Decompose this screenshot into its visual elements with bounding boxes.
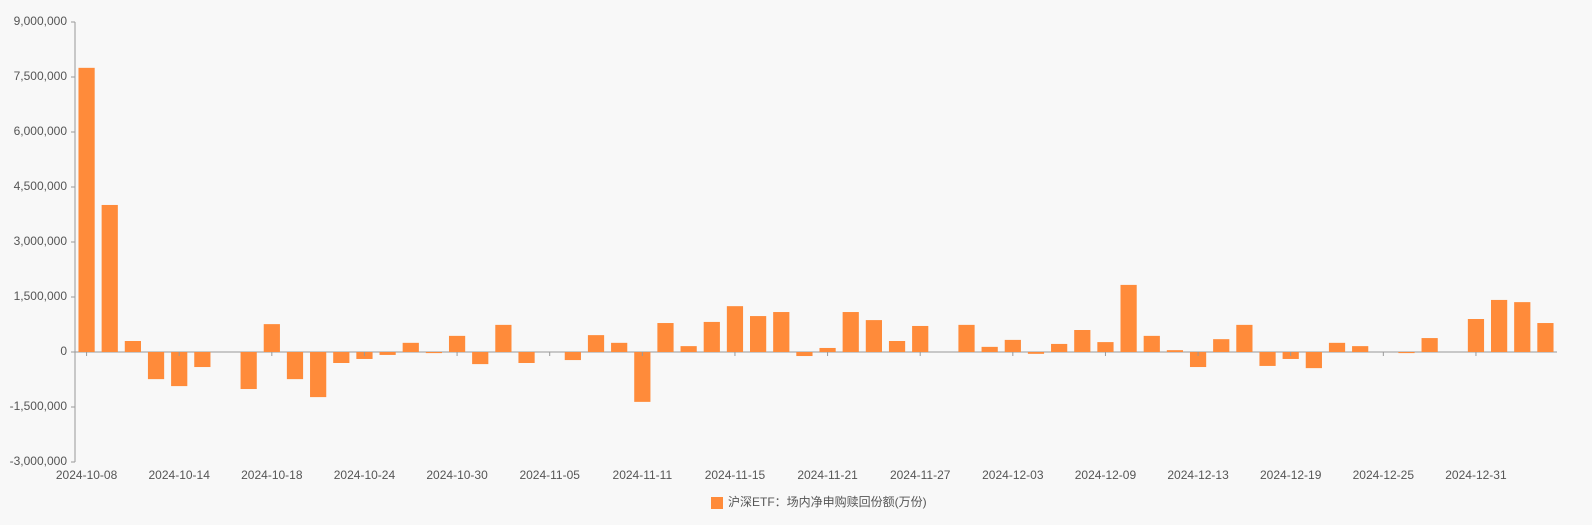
bar: [611, 342, 628, 352]
bar: [124, 341, 141, 352]
bar: [726, 306, 744, 352]
y-tick-label: 9,000,000: [14, 14, 68, 28]
bar: [819, 347, 836, 352]
bar: [634, 352, 651, 402]
x-tick-label: 2024-12-03: [982, 468, 1044, 482]
bar: [1120, 284, 1137, 352]
bar: [1514, 302, 1531, 352]
bar: [263, 324, 280, 352]
x-tick-label: 2024-10-24: [334, 468, 396, 482]
bar: [657, 323, 674, 352]
bar: [587, 335, 605, 352]
bar: [1004, 339, 1021, 352]
bar: [1537, 323, 1554, 352]
bar: [842, 312, 859, 352]
bar: [958, 324, 975, 352]
x-tick-label: 2024-10-18: [241, 468, 303, 482]
bar: [1074, 330, 1091, 352]
bar: [1236, 324, 1253, 352]
x-tick-label: 2024-12-31: [1445, 468, 1507, 482]
bar: [564, 352, 581, 361]
y-tick-label: 7,500,000: [14, 69, 68, 83]
bar: [448, 335, 466, 352]
y-tick-label: 6,000,000: [14, 124, 68, 138]
bar: [1097, 342, 1114, 352]
legend-label: 沪深ETF：场内净申购赎回份额(万份): [728, 494, 927, 509]
bar: [1352, 346, 1369, 352]
bar: [865, 320, 882, 352]
bar: [750, 316, 767, 352]
bar: [1051, 343, 1068, 352]
y-tick-label: 4,500,000: [14, 179, 68, 193]
bar: [1491, 299, 1508, 352]
x-tick-label: 2024-12-19: [1260, 468, 1322, 482]
bar: [1305, 352, 1322, 369]
bar: [286, 352, 304, 380]
bar: [1189, 352, 1207, 368]
x-tick-label: 2024-11-05: [519, 468, 580, 482]
bar: [703, 321, 720, 352]
bar: [333, 352, 350, 363]
bar: [518, 352, 535, 363]
x-tick-label: 2024-10-14: [149, 468, 211, 482]
bar: [495, 324, 512, 352]
bar: [425, 352, 443, 354]
bar: [147, 352, 165, 380]
x-tick-label: 2024-11-11: [613, 468, 673, 482]
x-tick-label: 2024-12-25: [1353, 468, 1415, 482]
y-tick-label: 0: [60, 344, 67, 358]
y-tick-label: 3,000,000: [14, 234, 68, 248]
bar: [1398, 352, 1415, 354]
x-tick-label: 2024-10-08: [56, 468, 118, 482]
y-tick-label: 1,500,000: [14, 289, 68, 303]
bar: [981, 346, 998, 352]
bar: [171, 352, 188, 387]
bar: [1328, 342, 1346, 352]
bar: [379, 352, 396, 355]
x-tick-label: 2024-11-21: [797, 468, 858, 482]
y-tick-label: -3,000,000: [10, 454, 68, 468]
bar: [1421, 338, 1438, 352]
bar: [1259, 352, 1276, 366]
bar: [912, 325, 929, 352]
bar: [773, 312, 790, 352]
bar: [888, 341, 906, 352]
bar: [1166, 350, 1184, 352]
bar: [680, 346, 697, 352]
x-tick-label: 2024-10-30: [426, 468, 488, 482]
bar: [1467, 319, 1485, 352]
bar: [796, 352, 813, 357]
bar: [310, 352, 327, 398]
x-tick-label: 2024-11-27: [890, 468, 951, 482]
bar: [1143, 335, 1160, 352]
x-tick-label: 2024-12-09: [1075, 468, 1137, 482]
legend-swatch: [711, 497, 723, 509]
bar: [101, 204, 118, 352]
bar: [402, 342, 419, 352]
bar: [78, 67, 95, 352]
x-tick-label: 2024-11-15: [705, 468, 766, 482]
bar: [1027, 352, 1045, 354]
y-tick-label: -1,500,000: [10, 399, 68, 413]
bar: [240, 352, 257, 390]
bar: [194, 352, 211, 368]
x-tick-label: 2024-12-13: [1167, 468, 1229, 482]
bar: [1213, 339, 1230, 352]
bar: [472, 352, 489, 365]
